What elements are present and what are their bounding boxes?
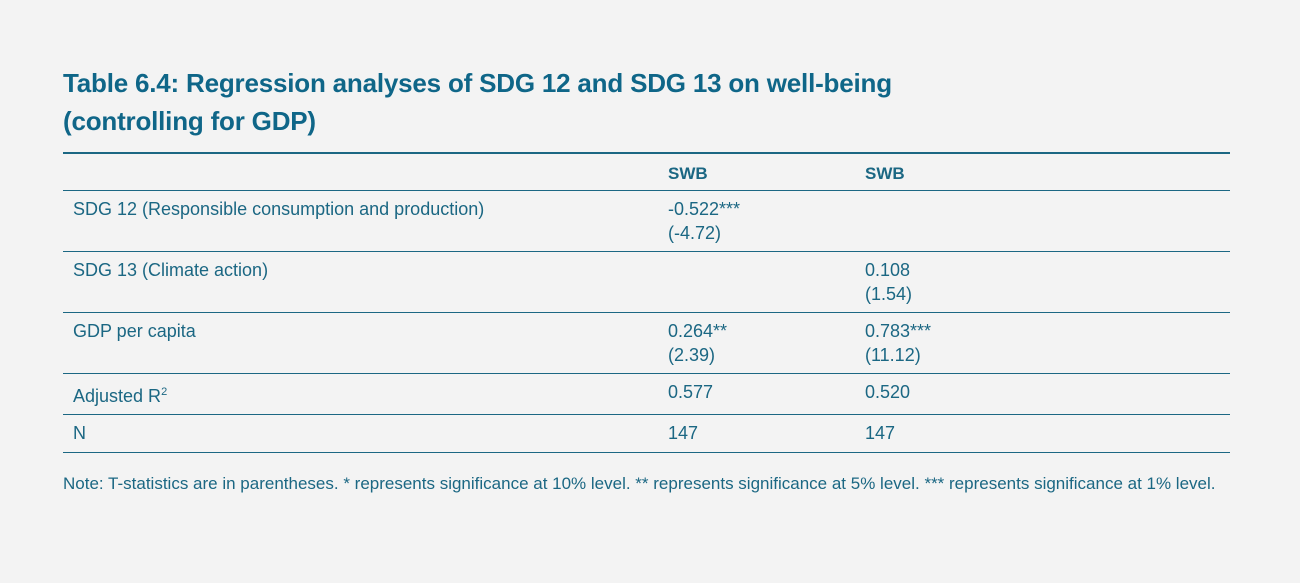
header-swb-2: SWB xyxy=(855,153,1230,191)
cell: 147 xyxy=(658,414,855,453)
header-row: SWB SWB xyxy=(63,153,1230,191)
table-row: GDP per capita 0.264** (2.39) 0.783*** (11… xyxy=(63,312,1230,374)
table-title: Table 6.4: Regression analyses of SDG 12… xyxy=(63,64,892,140)
coef: -0.522*** xyxy=(668,199,741,219)
row-label: GDP per capita xyxy=(63,312,658,374)
cell: 0.577 xyxy=(658,373,855,415)
superscript: 2 xyxy=(161,386,168,398)
title-line-1: Table 6.4: Regression analyses of SDG 12… xyxy=(63,68,892,98)
cell: 0.264** (2.39) xyxy=(658,312,855,374)
cell xyxy=(658,251,855,313)
header-swb-1: SWB xyxy=(658,153,855,191)
table-row: Adjusted R2 0.577 0.520 xyxy=(63,373,1230,415)
coef: 0.783*** xyxy=(865,321,932,341)
cell: 0.108 (1.54) xyxy=(855,251,1230,313)
table-row: SDG 12 (Responsible consumption and prod… xyxy=(63,190,1230,252)
row-label: SDG 12 (Responsible consumption and prod… xyxy=(63,190,658,252)
tstat: (-4.72) xyxy=(668,223,722,243)
label-text: Adjusted R xyxy=(73,386,162,406)
cell xyxy=(855,190,1230,252)
tstat: (2.39) xyxy=(668,345,716,365)
cell: 0.783*** (11.12) xyxy=(855,312,1230,374)
regression-table: SWB SWB SDG 12 (Responsible consumption … xyxy=(63,152,1230,453)
tstat: (11.12) xyxy=(865,345,921,365)
row-label: N xyxy=(63,414,658,453)
coef: 0.264** xyxy=(668,321,728,341)
row-label: Adjusted R2 xyxy=(63,373,658,415)
cell: -0.522*** (-4.72) xyxy=(658,190,855,252)
cell: 147 xyxy=(855,414,1230,453)
table-row: SDG 13 (Climate action) 0.108 (1.54) xyxy=(63,251,1230,313)
table-row: N 147 147 xyxy=(63,414,1230,453)
title-line-2: (controlling for GDP) xyxy=(63,106,316,136)
cell: 0.520 xyxy=(855,373,1230,415)
table-note: Note: T-statistics are in parentheses. *… xyxy=(63,474,1216,493)
row-label: SDG 13 (Climate action) xyxy=(63,251,658,313)
tstat: (1.54) xyxy=(865,284,913,304)
coef: 0.108 xyxy=(865,260,911,280)
header-blank xyxy=(63,153,658,191)
